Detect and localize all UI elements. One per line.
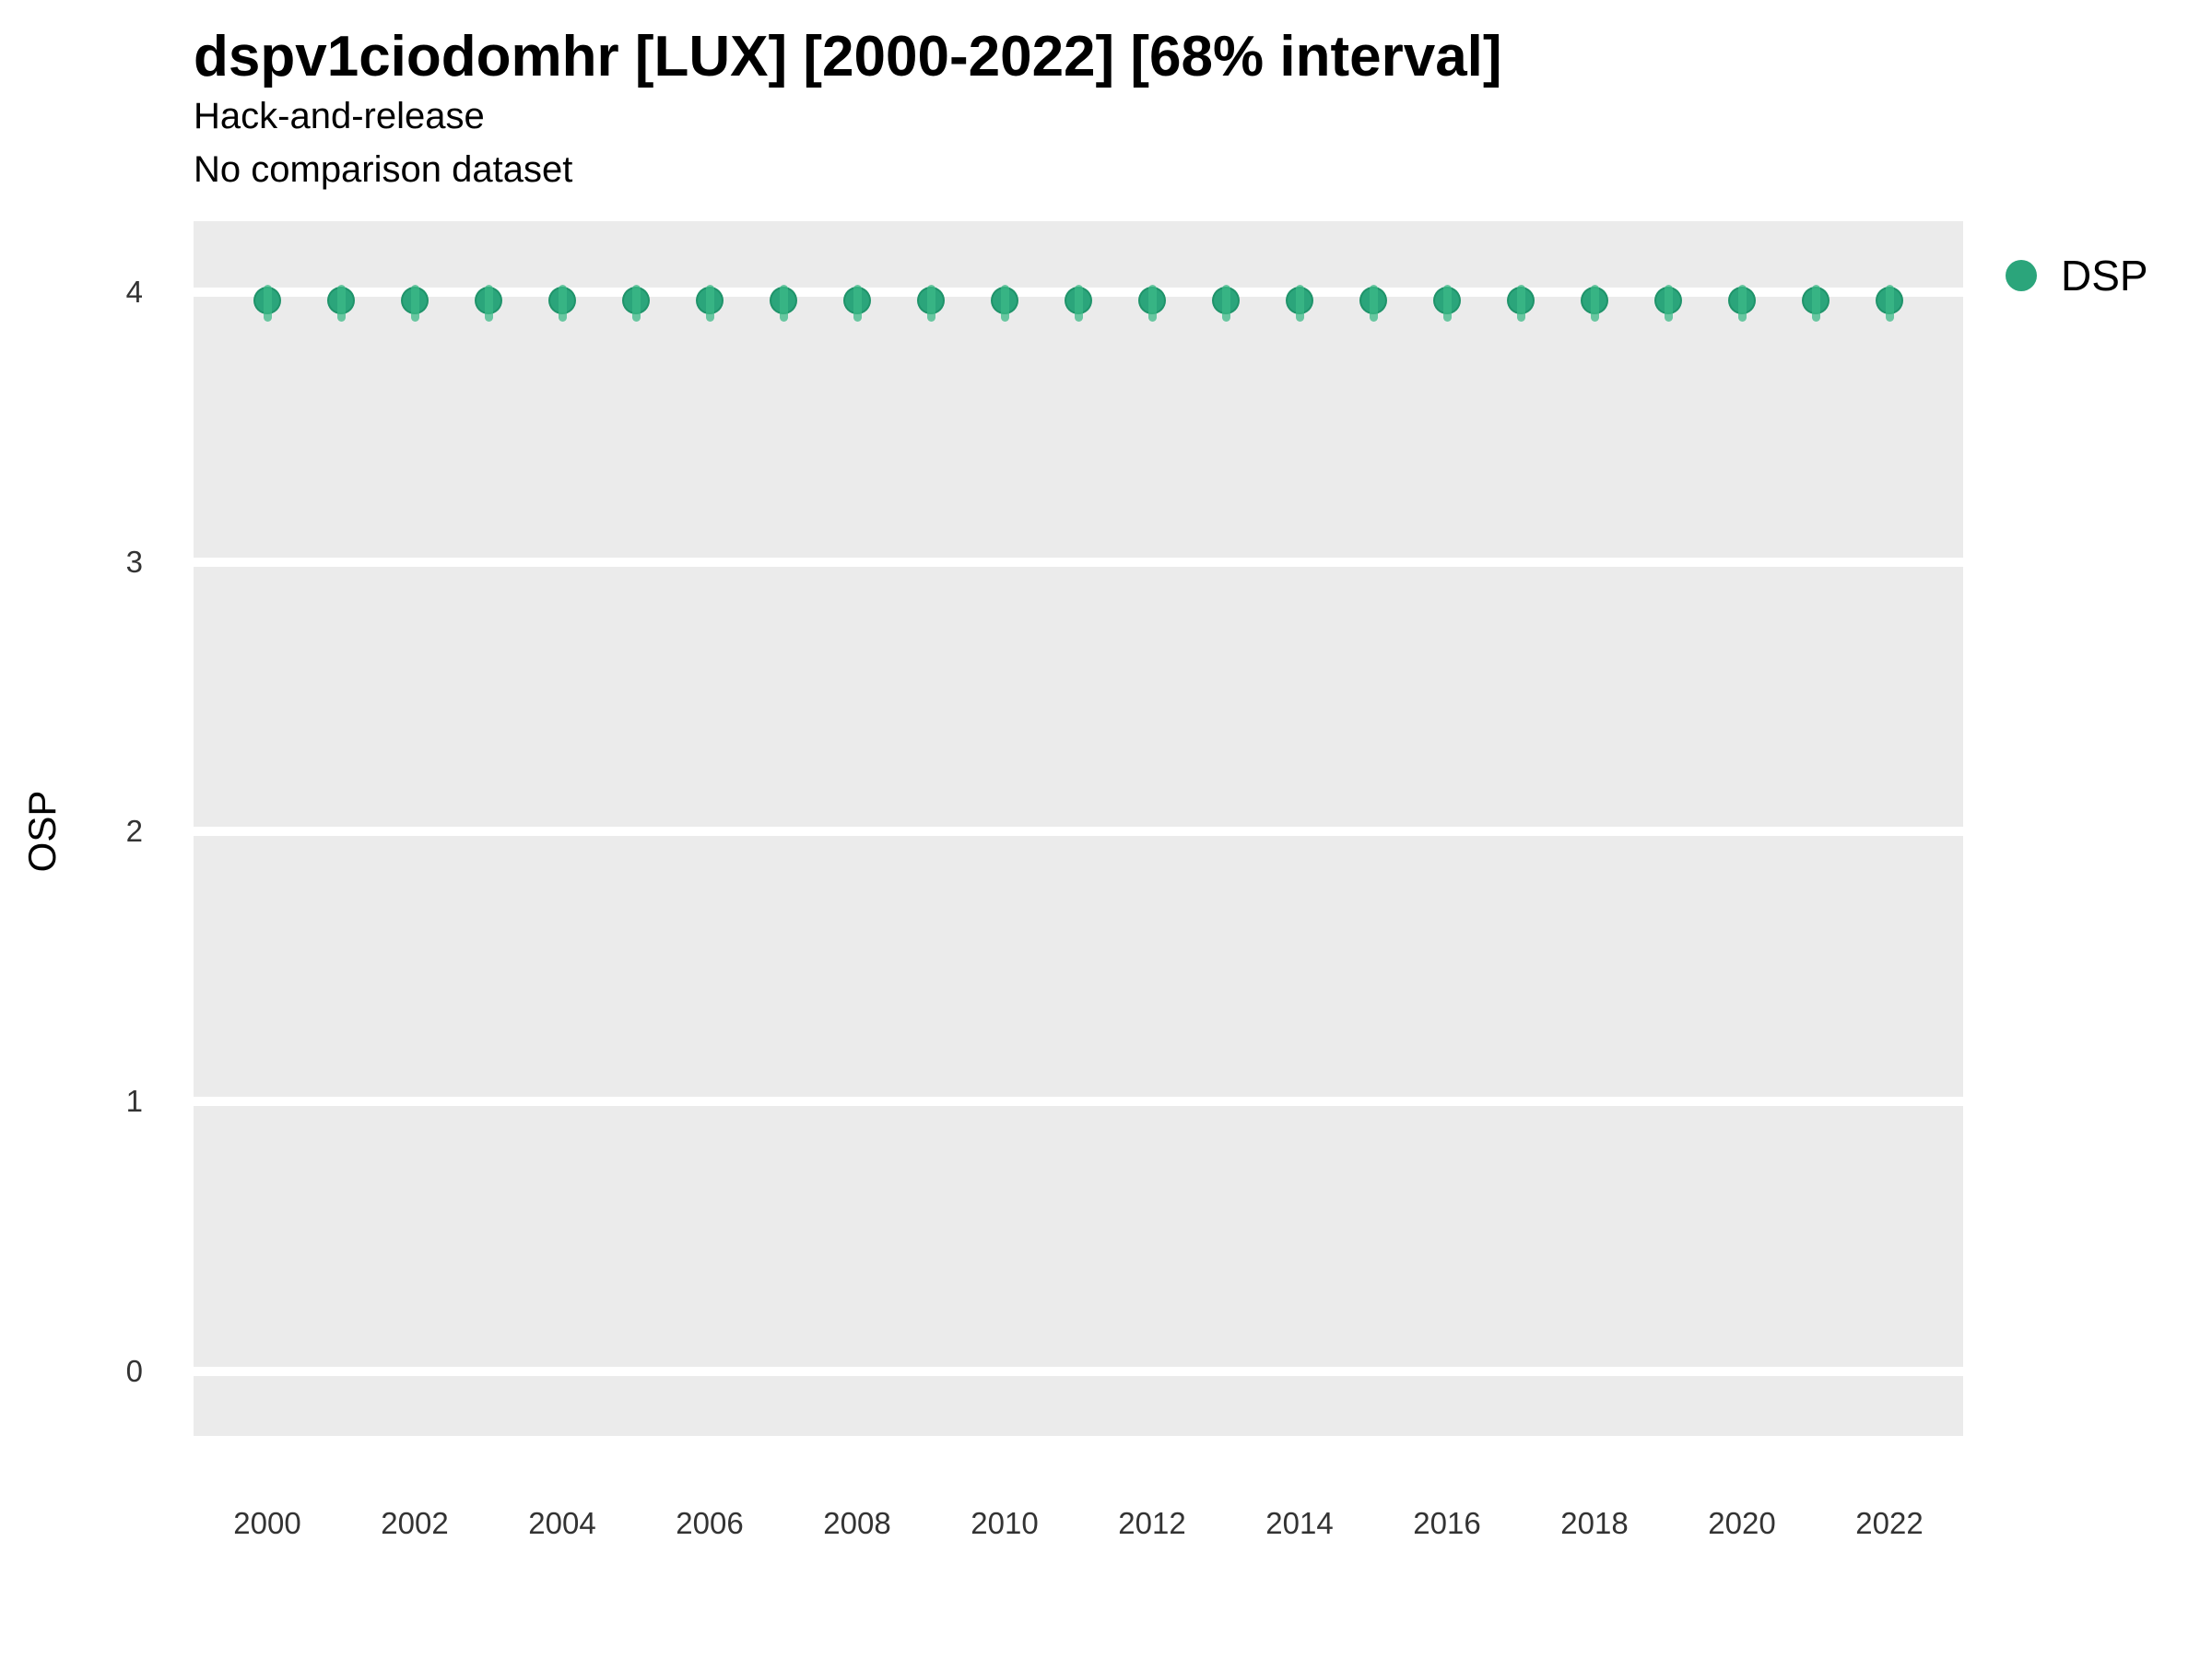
legend-label: DSP [2061, 252, 2148, 300]
legend-key-dot-icon [2006, 260, 2037, 291]
x-tick-label-2008: 2008 [823, 1506, 891, 1540]
x-tick-label-2010: 2010 [971, 1506, 1039, 1540]
x-tick-label-2016: 2016 [1413, 1506, 1481, 1540]
x-tick-label-2014: 2014 [1265, 1506, 1334, 1540]
plot-panel [194, 221, 1963, 1436]
interval-whisker-2020 [1737, 284, 1747, 323]
x-tick-label-2006: 2006 [676, 1506, 744, 1540]
interval-whisker-2003 [484, 284, 493, 323]
gridline-y-1 [194, 1096, 1963, 1106]
y-tick-label-1: 1 [125, 1083, 143, 1118]
interval-whisker-2013 [1221, 284, 1230, 323]
gridline-y-0 [194, 1366, 1963, 1376]
chart-subtitle-1: Hack-and-release [194, 96, 485, 136]
y-tick-label-2: 2 [125, 814, 143, 849]
interval-whisker-2004 [558, 284, 567, 323]
interval-whisker-2022 [1885, 284, 1894, 323]
interval-whisker-2017 [1516, 284, 1525, 323]
interval-whisker-2019 [1664, 284, 1673, 323]
x-tick-label-2002: 2002 [381, 1506, 449, 1540]
gridline-y-3 [194, 557, 1963, 567]
interval-whisker-2021 [1811, 284, 1820, 323]
interval-whisker-2012 [1147, 284, 1157, 323]
interval-whisker-2008 [853, 284, 862, 323]
x-tick-label-2022: 2022 [1855, 1506, 1924, 1540]
x-tick-label-2018: 2018 [1560, 1506, 1629, 1540]
y-axis-title: OSP [20, 790, 64, 873]
interval-whisker-2015 [1369, 284, 1378, 323]
chart-subtitle-2: No comparison dataset [194, 149, 573, 190]
x-tick-label-2004: 2004 [528, 1506, 596, 1540]
interval-whisker-2002 [410, 284, 419, 323]
chart-title: dspv1ciodomhr [LUX] [2000-2022] [68% int… [194, 25, 1502, 88]
interval-whisker-2007 [779, 284, 788, 323]
y-tick-label-0: 0 [125, 1353, 143, 1388]
x-tick-label-2020: 2020 [1708, 1506, 1776, 1540]
interval-whisker-2018 [1590, 284, 1599, 323]
interval-whisker-2000 [263, 284, 272, 323]
x-tick-label-2000: 2000 [233, 1506, 301, 1540]
interval-whisker-2005 [631, 284, 641, 323]
x-tick-label-2012: 2012 [1118, 1506, 1186, 1540]
interval-whisker-2001 [336, 284, 346, 323]
legend: DSP [2006, 252, 2148, 300]
interval-whisker-2006 [705, 284, 714, 323]
interval-whisker-2014 [1295, 284, 1304, 323]
interval-whisker-2011 [1074, 284, 1083, 323]
y-tick-label-3: 3 [125, 544, 143, 579]
gridline-y-2 [194, 827, 1963, 837]
interval-whisker-2010 [1000, 284, 1009, 323]
interval-whisker-2016 [1442, 284, 1452, 323]
interval-whisker-2009 [926, 284, 935, 323]
y-tick-label-4: 4 [125, 275, 143, 310]
